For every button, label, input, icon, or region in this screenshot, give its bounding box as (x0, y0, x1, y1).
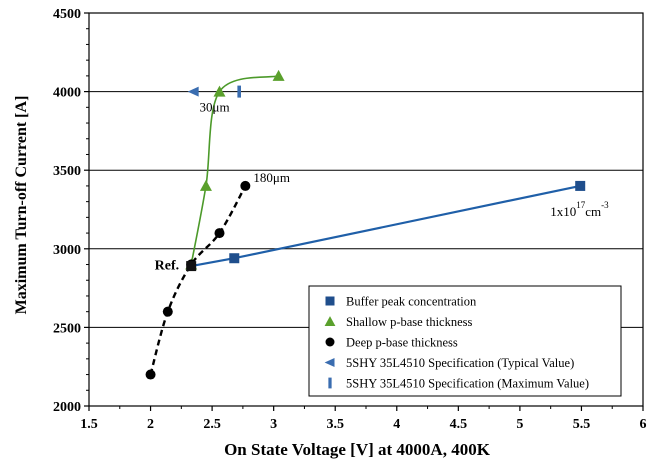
legend-marker-3 (324, 358, 335, 367)
legend-label-1: Shallow p-base thickness (346, 315, 473, 329)
legend-marker-4 (328, 377, 332, 389)
annotation-ref: Ref. (155, 259, 180, 274)
tick-labels: 1.5 2 2.5 3 3.5 4 4.5 5 5.5 6 2000 2500 3000 3500 4000… (53, 7, 647, 432)
annotation-concentration: 1x1017cm-3 (550, 200, 609, 219)
axis-ticks (84, 12, 644, 411)
data-markers (145, 69, 586, 380)
y-tick-label-4500: 4500 (53, 7, 81, 22)
annotation-30um: 30μm (199, 100, 229, 115)
legend-marker-0 (325, 296, 335, 306)
y-tick-label-2500: 2500 (53, 321, 81, 336)
marker-left-triangle-0 (187, 86, 199, 97)
x-tick-label-3.5: 3.5 (326, 417, 344, 432)
legend-label-3: 5SHY 35L4510 Specification (Typical Valu… (346, 356, 574, 370)
legend-marker-1 (324, 316, 336, 326)
marker-triangle-2 (213, 85, 226, 97)
x-tick-label-2: 2 (147, 417, 154, 432)
x-tick-label-4.5: 4.5 (450, 417, 468, 432)
legend-label-0: Buffer peak concentration (346, 295, 477, 309)
legend-box (308, 285, 622, 397)
annotations: Ref. 30μm 180μm 1x1017cm-3 (155, 100, 609, 274)
shallow-series-line (190, 75, 279, 265)
legend: Buffer peak concentration Shallow p-base … (308, 285, 622, 397)
marker-circle-4 (240, 180, 251, 191)
y-tick-label-3500: 3500 (53, 164, 81, 179)
x-tick-label-1.5: 1.5 (80, 417, 98, 432)
marker-triangle-3 (272, 69, 285, 81)
marker-circle-1 (162, 306, 173, 317)
marker-square-2 (575, 180, 586, 191)
x-tick-label-4: 4 (393, 417, 400, 432)
legend-label-4: 5SHY 35L4510 Specification (Maximum Valu… (346, 377, 589, 391)
x-tick-label-5: 5 (516, 417, 523, 432)
x-axis-title: On State Voltage [V] at 4000A, 400K (224, 440, 491, 459)
y-tick-label-3000: 3000 (53, 243, 81, 258)
marker-square-0 (186, 261, 197, 272)
x-tick-label-5.5: 5.5 (573, 417, 591, 432)
annotation-180um: 180μm (253, 170, 290, 185)
legend-marker-2 (325, 337, 335, 347)
buffer-series-line (190, 184, 581, 268)
marker-triangle-1 (199, 179, 212, 191)
x-tick-label-6: 6 (640, 417, 647, 432)
y-tick-label-2000: 2000 (53, 400, 81, 415)
x-tick-label-2.5: 2.5 (203, 417, 221, 432)
y-axis-title: Maximum Turn-off Current [A] (13, 96, 30, 315)
marker-circle-3 (214, 228, 225, 239)
marker-square-1 (229, 253, 240, 264)
legend-label-2: Deep p-base thickness (346, 336, 458, 350)
marker-circle-0 (145, 369, 156, 380)
deep-series-line (149, 185, 247, 375)
marker-vertical-bar-0 (237, 85, 241, 98)
y-tick-label-4000: 4000 (53, 86, 81, 101)
x-tick-label-3: 3 (270, 417, 277, 432)
